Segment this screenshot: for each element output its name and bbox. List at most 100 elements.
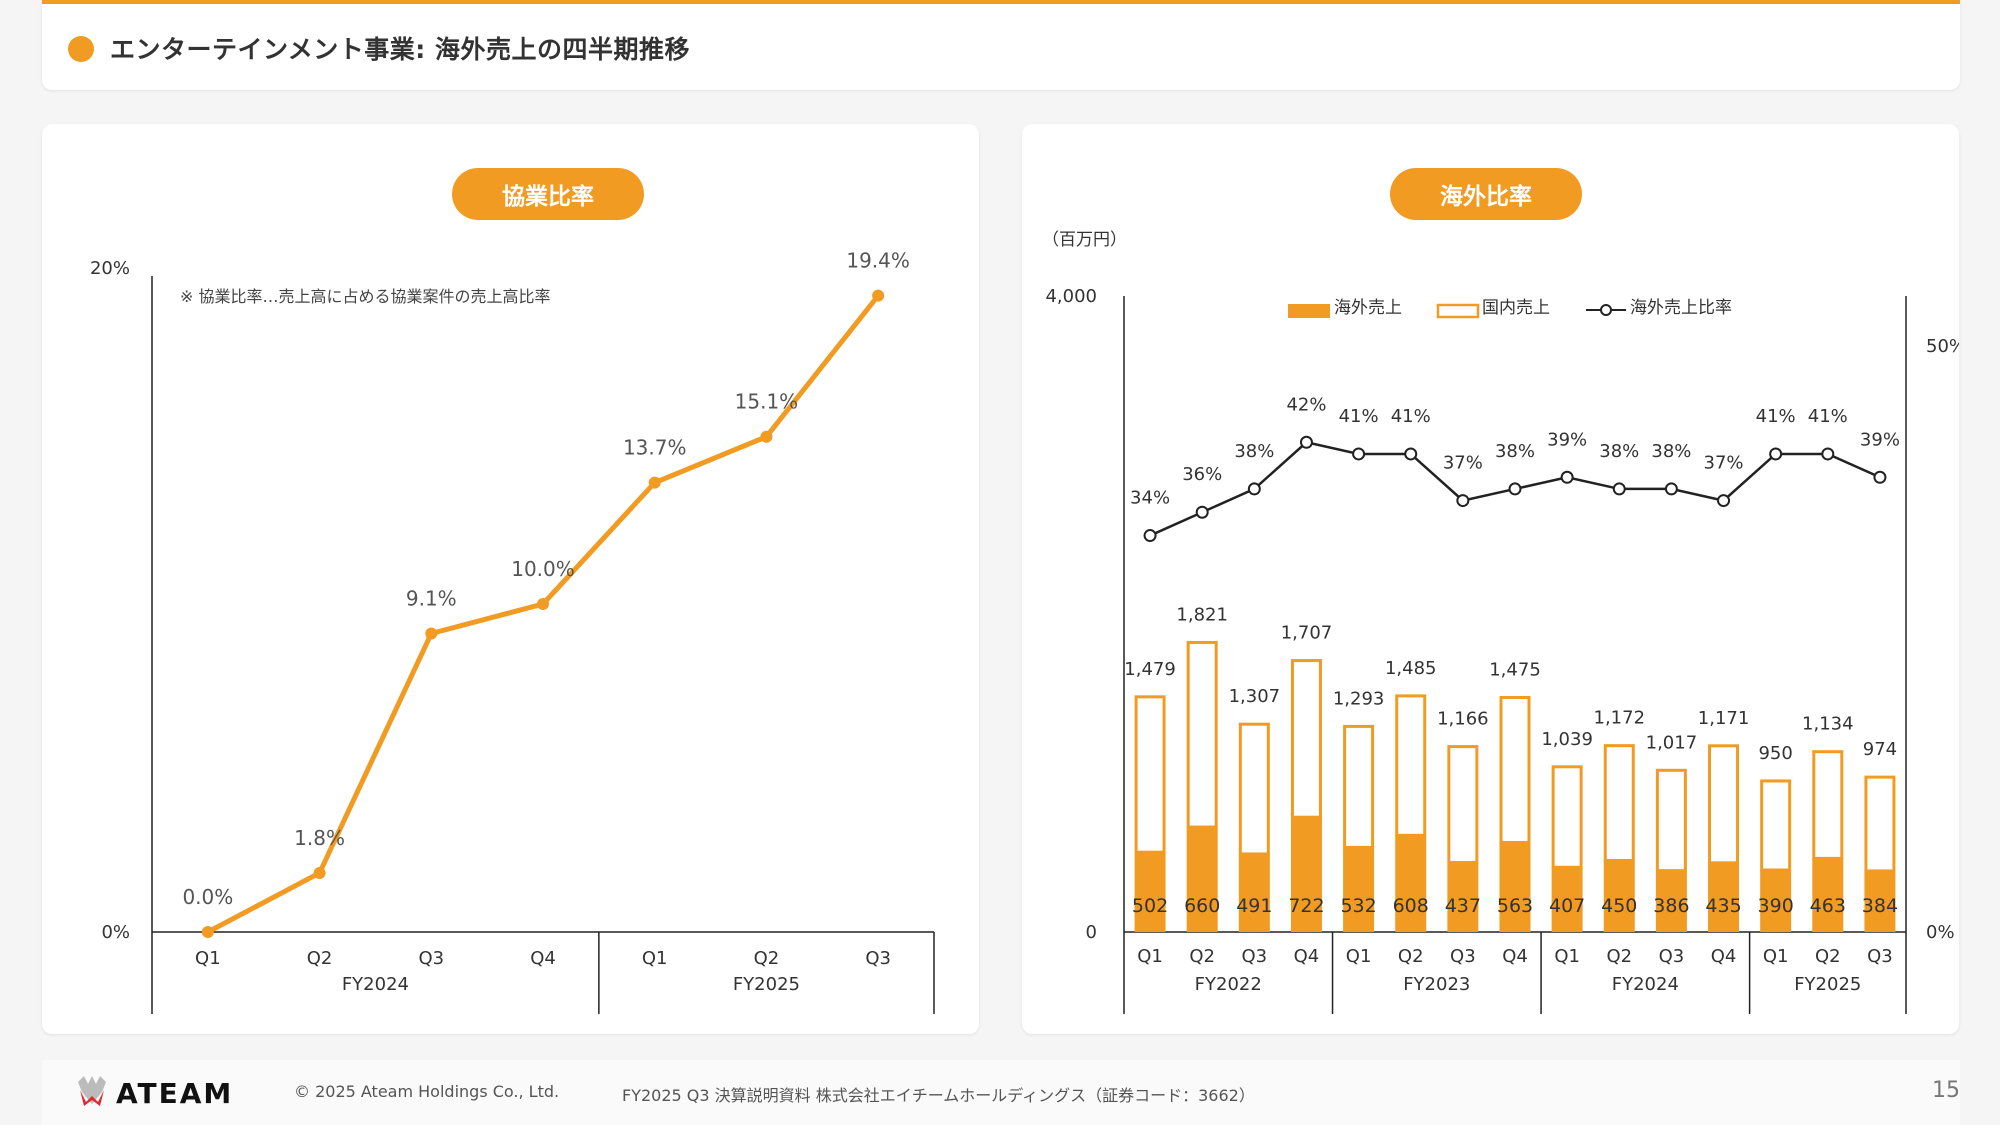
overseas-value-label: 407 <box>1549 895 1585 917</box>
ratio-data-label: 42% <box>1286 394 1326 415</box>
bar-domestic-sales <box>1238 722 1270 856</box>
legend-marker-ratio <box>1600 304 1612 316</box>
copyright: © 2025 Ateam Holdings Co., Ltd. <box>294 1082 560 1101</box>
total-value-label: 1,475 <box>1489 659 1541 680</box>
total-value-label: 1,017 <box>1646 732 1698 753</box>
bar-domestic-sales <box>1134 695 1166 854</box>
x-tick-label: Q4 <box>1711 946 1737 967</box>
x-tick-label: Q3 <box>1867 946 1893 967</box>
data-label: 13.7% <box>623 436 687 460</box>
total-value-label: 1,485 <box>1385 658 1437 679</box>
x-tick-label: Q1 <box>195 948 221 969</box>
bar-overseas-sales <box>1290 817 1322 932</box>
x-group-label: FY2025 <box>733 974 800 995</box>
total-value-label: 950 <box>1758 743 1792 764</box>
bar-domestic-sales <box>1708 744 1740 865</box>
x-tick-label: Q2 <box>754 948 780 969</box>
x-tick-label: Q1 <box>1554 946 1580 967</box>
data-label: 19.4% <box>846 249 910 273</box>
bar-domestic-sales <box>1447 745 1479 865</box>
ratio-data-label: 36% <box>1182 464 1222 485</box>
overseas-value-label: 435 <box>1705 895 1741 917</box>
total-value-label: 1,134 <box>1802 714 1854 735</box>
total-value-label: 1,293 <box>1333 688 1385 709</box>
ratio-data-label: 38% <box>1234 441 1274 462</box>
overseas-value-label: 386 <box>1653 895 1689 917</box>
x-tick-label: Q3 <box>1242 946 1268 967</box>
data-point <box>425 627 438 640</box>
x-tick-label: Q3 <box>1659 946 1685 967</box>
x-group-label: FY2025 <box>1794 974 1861 995</box>
y-axis-unit-label: （百万円） <box>1042 230 1127 250</box>
overseas-value-label: 660 <box>1184 895 1220 917</box>
total-value-label: 1,821 <box>1176 604 1228 625</box>
legend: 海外売上 国内売上 海外売上比率 <box>1288 298 1732 319</box>
ratio-data-point <box>1143 529 1157 543</box>
y-tick-label-right: 0% <box>1926 922 1955 943</box>
overseas-value-label: 384 <box>1862 895 1898 917</box>
ratio-data-point <box>1456 494 1470 508</box>
ratio-data-point <box>1352 447 1366 461</box>
bar-overseas-sales <box>1603 860 1635 932</box>
ratio-data-point <box>1769 447 1783 461</box>
x-tick-label: Q1 <box>1763 946 1789 967</box>
data-point <box>313 866 326 879</box>
data-label: 10.0% <box>511 557 575 581</box>
ratio-data-point <box>1195 505 1209 519</box>
data-point <box>760 430 773 443</box>
total-value-label: 974 <box>1863 739 1897 760</box>
x-tick-label: Q4 <box>1502 946 1528 967</box>
collaboration-ratio-pill: 協業比率 <box>452 168 644 220</box>
overseas-ratio-pill: 海外比率 <box>1390 168 1582 220</box>
bar-overseas-sales <box>1760 869 1792 932</box>
ratio-data-point <box>1560 470 1574 484</box>
ratio-data-point <box>1664 482 1678 496</box>
ratio-data-label: 38% <box>1651 441 1691 462</box>
x-tick-label: Q2 <box>1189 946 1215 967</box>
x-tick-label: Q2 <box>1606 946 1632 967</box>
data-point <box>201 926 214 938</box>
bar-domestic-sales <box>1186 640 1218 829</box>
bar-domestic-sales <box>1551 765 1583 869</box>
overseas-value-label: 390 <box>1758 895 1794 917</box>
ratio-data-label: 38% <box>1599 441 1639 462</box>
x-tick-label: Q1 <box>1346 946 1372 967</box>
bar-overseas-sales <box>1499 842 1531 932</box>
header-card: エンターテインメント事業: 海外売上の四半期推移 <box>42 0 1960 90</box>
x-tick-label: Q1 <box>1137 946 1163 967</box>
bar-overseas-sales <box>1134 852 1166 932</box>
y-tick-label: 0% <box>101 922 130 943</box>
bar-domestic-sales <box>1812 750 1844 860</box>
bar-overseas-sales <box>1864 870 1896 932</box>
data-label: 1.8% <box>294 826 345 850</box>
ratio-data-label: 34% <box>1130 488 1170 509</box>
data-label: 9.1% <box>406 587 457 611</box>
ratio-data-point <box>1612 482 1626 496</box>
ratio-data-label: 38% <box>1495 441 1535 462</box>
overseas-value-label: 608 <box>1393 895 1429 917</box>
ratio-data-label: 41% <box>1391 406 1431 427</box>
total-value-label: 1,707 <box>1281 623 1333 644</box>
overseas-value-label: 450 <box>1601 895 1637 917</box>
bar-domestic-sales <box>1290 659 1322 819</box>
overseas-value-label: 722 <box>1288 895 1324 917</box>
bar-domestic-sales <box>1864 775 1896 873</box>
bar-domestic-sales <box>1760 779 1792 872</box>
ratio-data-label: 41% <box>1339 406 1379 427</box>
overseas-value-label: 532 <box>1340 895 1376 917</box>
data-point <box>648 476 661 489</box>
x-tick-label: Q4 <box>1294 946 1320 967</box>
ratio-data-label: 39% <box>1547 429 1587 450</box>
total-value-label: 1,479 <box>1124 659 1176 680</box>
overseas-value-label: 563 <box>1497 895 1533 917</box>
bullet-icon <box>68 36 94 62</box>
footer: ATEAM © 2025 Ateam Holdings Co., Ltd. FY… <box>42 1060 1960 1125</box>
overseas-ratio-panel: 海外比率 （百万円） 4,000 0 50% 0% 海外売上 国内売上 海外売上比率 FY202… <box>1022 124 1959 1034</box>
page-number: 15 <box>1932 1078 1960 1103</box>
ratio-data-point <box>1717 494 1731 508</box>
x-group-label: FY2023 <box>1403 974 1470 995</box>
x-tick-label: Q3 <box>1450 946 1476 967</box>
ratio-data-point <box>1873 470 1887 484</box>
x-tick-label: Q3 <box>865 948 891 969</box>
page-title: エンターテインメント事業: 海外売上の四半期推移 <box>110 35 690 64</box>
